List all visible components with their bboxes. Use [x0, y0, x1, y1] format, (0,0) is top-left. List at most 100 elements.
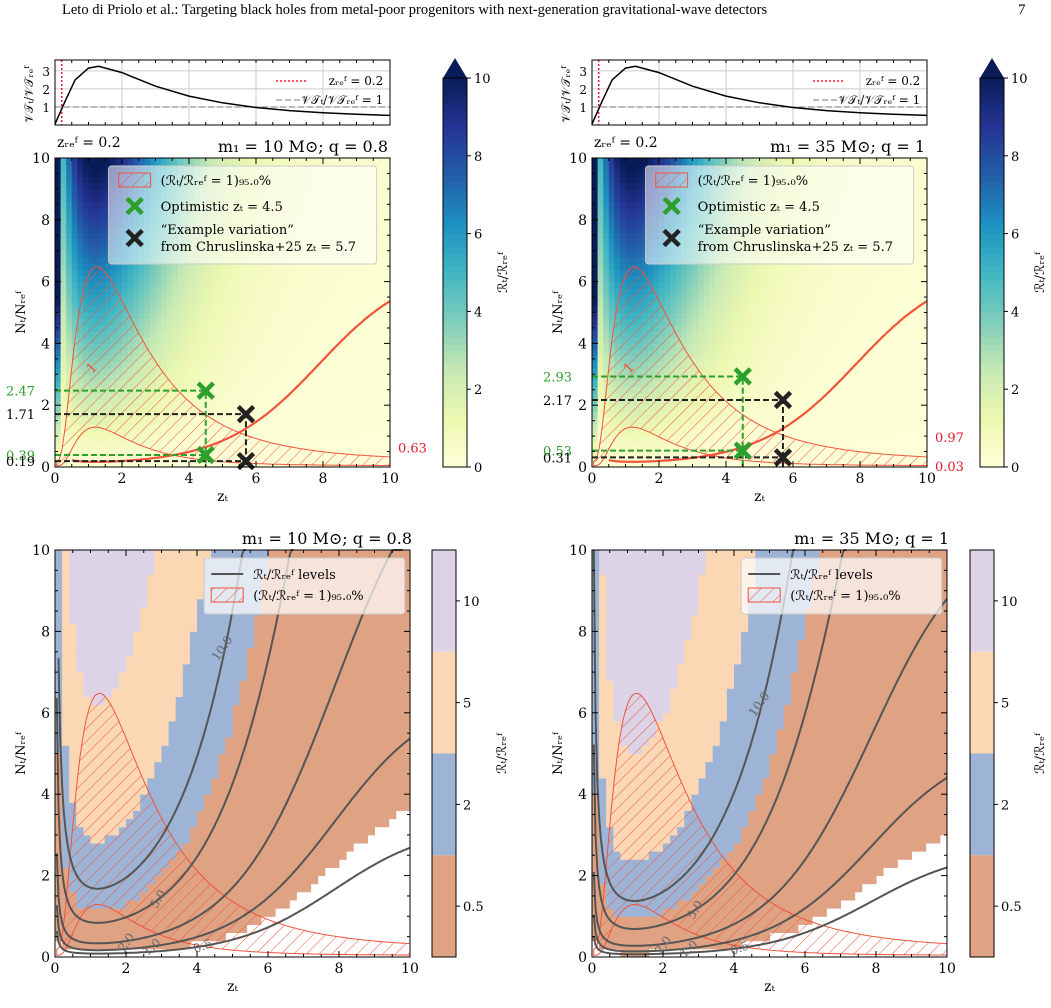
heatmap-cell [603, 312, 610, 320]
heatmap-cell [222, 349, 229, 357]
heatmap-cell [144, 460, 151, 468]
heatmap-cell [726, 281, 733, 289]
heatmap-cell [770, 349, 777, 357]
heatmap-cell [99, 226, 106, 233]
heatmap-cell [278, 269, 285, 276]
heatmap-cell [267, 436, 274, 443]
heatmap-cell [714, 294, 721, 301]
heatmap-cell [189, 343, 196, 351]
heatmap-cell [737, 158, 744, 165]
heatmap-cell [720, 312, 727, 320]
heatmap-cell [295, 281, 302, 289]
heatmap-cell [189, 460, 196, 468]
heatmap-cell [614, 170, 621, 178]
heatmap-cell [189, 263, 196, 270]
heatmap-cell [592, 281, 599, 289]
heatmap-cell [753, 405, 761, 412]
heatmap-cell [228, 392, 235, 400]
heatmap-cell [55, 250, 62, 258]
heatmap-cell [614, 448, 621, 456]
heatmap-cell [300, 423, 307, 431]
heatmap-cell [211, 331, 218, 338]
heatmap-cell [781, 324, 788, 332]
heatmap-cell [149, 349, 157, 357]
heatmap-cell [317, 337, 324, 344]
heatmap-cell [765, 399, 772, 406]
heatmap-cell [144, 294, 151, 301]
heatmap-cell [88, 460, 95, 468]
heatmap-cell [726, 399, 733, 406]
heatmap-cell [603, 337, 610, 344]
heatmap-cell [692, 349, 699, 357]
heatmap-cell [776, 368, 783, 375]
heatmap-cell [636, 250, 643, 258]
page-number: 7 [1018, 2, 1026, 18]
heatmap-cell [166, 331, 173, 338]
heatmap-cell [636, 176, 643, 184]
heatmap-cell [737, 331, 744, 338]
heatmap-cell [742, 263, 749, 270]
heatmap-cell [698, 294, 705, 301]
heatmap-cell [362, 374, 369, 382]
heatmap-cell [60, 294, 67, 301]
heatmap-cell [189, 312, 196, 320]
heatmap-cell [367, 392, 374, 400]
heatmap-cell [742, 355, 749, 363]
heatmap-cell [122, 300, 129, 307]
heatmap-cell [60, 405, 67, 412]
heatmap-cell [306, 436, 313, 443]
heatmap-cell [289, 392, 296, 400]
heatmap-cell [597, 256, 604, 264]
heatmap-cell [681, 312, 688, 320]
heatmap-cell [71, 331, 78, 338]
heatmap-cell [311, 287, 318, 295]
heatmap-cell [384, 195, 391, 202]
heatmap-cell [222, 405, 229, 412]
heatmap-cell [155, 343, 162, 351]
heatmap-cell [619, 275, 627, 283]
heatmap-cell [110, 448, 117, 456]
heatmap-cell [239, 331, 246, 338]
heatmap-cell [625, 176, 632, 184]
heatmap-cell [66, 374, 73, 382]
heatmap-cell [60, 164, 67, 171]
heatmap-cell [356, 343, 363, 351]
heatmap-cell [317, 361, 324, 369]
heatmap-cell [608, 213, 615, 221]
heatmap-cell [122, 158, 129, 165]
colorbar-step [443, 447, 467, 455]
heatmap-cell [110, 263, 117, 270]
heatmap-cell [189, 331, 196, 338]
heatmap-cell [222, 275, 229, 283]
heatmap-cell [334, 343, 341, 351]
heatmap-cell [345, 392, 352, 400]
heatmap-cell [272, 306, 279, 314]
heatmap-cell [166, 294, 173, 301]
heatmap-cell [737, 405, 744, 412]
heatmap-cell [267, 392, 274, 400]
heatmap-cell [631, 226, 638, 233]
heatmap-cell [110, 442, 117, 450]
heatmap-cell [172, 263, 179, 270]
x-tick-label: 0 [51, 471, 60, 487]
heatmap-cell [720, 269, 727, 276]
heatmap-cell [614, 207, 621, 215]
heatmap-cell [765, 312, 772, 320]
heatmap-cell [60, 380, 67, 388]
heatmap-cell [295, 417, 302, 425]
heatmap-cell [138, 318, 145, 326]
heatmap-cell [177, 312, 184, 320]
heatmap-cell [625, 164, 632, 171]
heatmap-cell [675, 300, 682, 307]
heatmap-cell [703, 275, 710, 283]
heatmap-cell [686, 460, 694, 468]
heatmap-cell [71, 454, 78, 462]
x-tick-label: 4 [185, 471, 194, 487]
heatmap-cell [222, 392, 229, 400]
heatmap-cell [748, 263, 755, 270]
heatmap-cell [703, 318, 710, 326]
heatmap-cell [356, 417, 363, 425]
heatmap-cell [289, 294, 296, 301]
heatmap-cell [250, 337, 257, 344]
